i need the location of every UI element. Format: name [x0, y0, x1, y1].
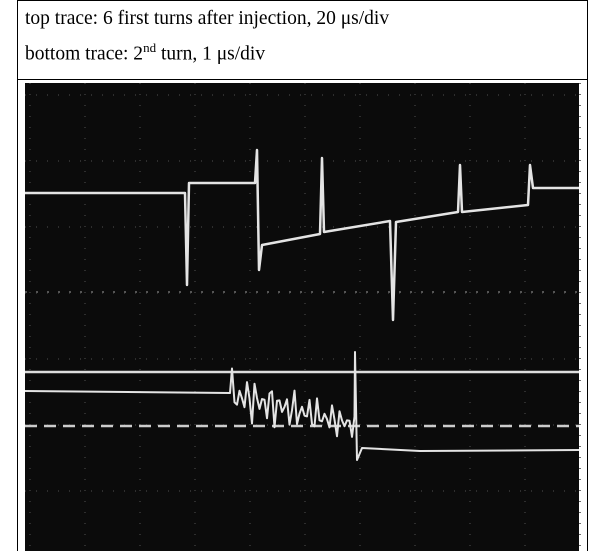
caption-text: turn, 1 μs/div: [156, 43, 266, 65]
caption-sup: nd: [143, 40, 157, 55]
top-trace: [25, 148, 579, 322]
screen: [25, 83, 579, 551]
frame: [17, 0, 588, 551]
caption-line: top trace: 6 first turns after injection…: [25, 8, 390, 29]
caption-text: bottom trace: 2: [25, 43, 144, 65]
caption-line: bottom trace: 2nd turn, 1 μs/div: [25, 40, 265, 66]
traces: [24, 148, 580, 461]
graticule: [25, 83, 581, 551]
bottom-trace: [24, 351, 580, 461]
